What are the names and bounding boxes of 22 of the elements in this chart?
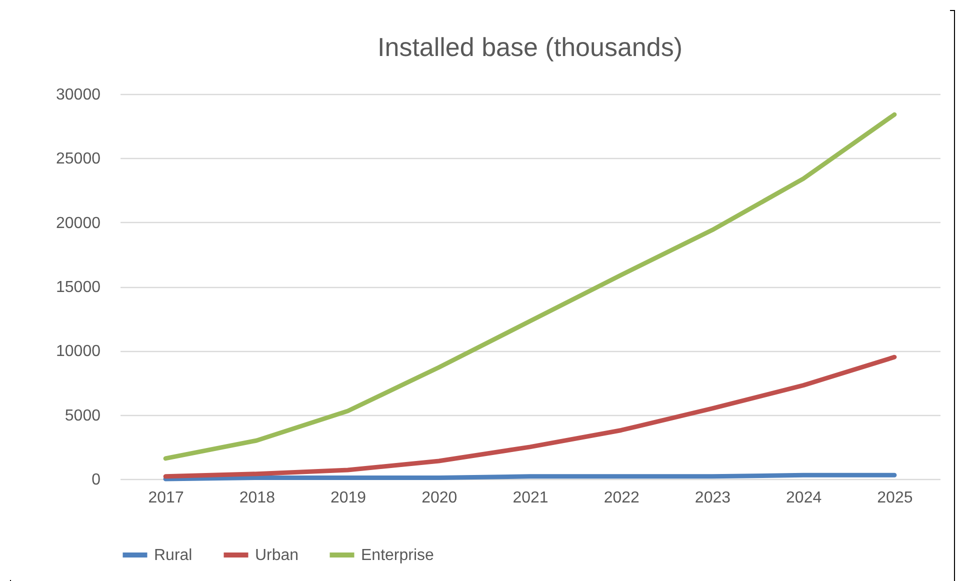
x-tick-label: 2022	[604, 490, 640, 506]
legend-label: Rural	[154, 547, 192, 564]
line-series	[163, 112, 897, 461]
y-tick-label: 0	[92, 472, 101, 488]
x-tick-label: 2023	[694, 490, 731, 506]
y-tick-label: 5000	[64, 407, 101, 424]
y-tick-label: 15000	[56, 279, 101, 296]
line-series	[163, 354, 897, 479]
y-tick-label: 20000	[56, 214, 101, 232]
y-tick-label: 30000	[56, 86, 101, 104]
x-tick-label: 2024	[786, 490, 822, 506]
x-tick-label: 2025	[877, 490, 913, 506]
legend-label: Enterprise	[361, 547, 434, 564]
chart-title: Installed base (thousands)	[378, 32, 682, 62]
x-tick-label: 2020	[422, 490, 458, 506]
y-tick-label: 25000	[56, 150, 101, 168]
x-tick-label: 2019	[330, 490, 366, 506]
x-tick-label: 2018	[239, 490, 276, 506]
x-tick-label: 2021	[512, 490, 548, 506]
x-tick-label: 2017	[148, 490, 184, 506]
y-tick-label: 10000	[56, 343, 101, 360]
legend-label: Urban	[255, 547, 299, 564]
